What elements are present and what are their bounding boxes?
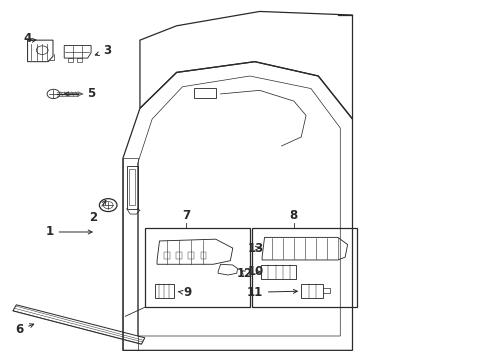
- Bar: [77, 58, 82, 62]
- Text: 6: 6: [15, 323, 34, 336]
- Text: 5: 5: [65, 87, 95, 100]
- Text: 13: 13: [248, 242, 265, 255]
- Text: 1: 1: [46, 225, 92, 238]
- Text: 9: 9: [178, 287, 192, 300]
- Text: 10: 10: [248, 265, 265, 278]
- Bar: [200, 252, 206, 259]
- Bar: [164, 252, 170, 259]
- Text: 11: 11: [246, 286, 297, 299]
- Text: 12: 12: [237, 267, 253, 280]
- Text: 8: 8: [290, 209, 298, 222]
- Text: 4: 4: [24, 32, 32, 45]
- Bar: [188, 252, 194, 259]
- Bar: [252, 228, 357, 307]
- Bar: [176, 252, 182, 259]
- Bar: [68, 58, 73, 62]
- Text: 2: 2: [90, 201, 106, 224]
- Bar: [145, 228, 250, 307]
- Text: 7: 7: [182, 209, 191, 222]
- Text: 3: 3: [95, 44, 111, 57]
